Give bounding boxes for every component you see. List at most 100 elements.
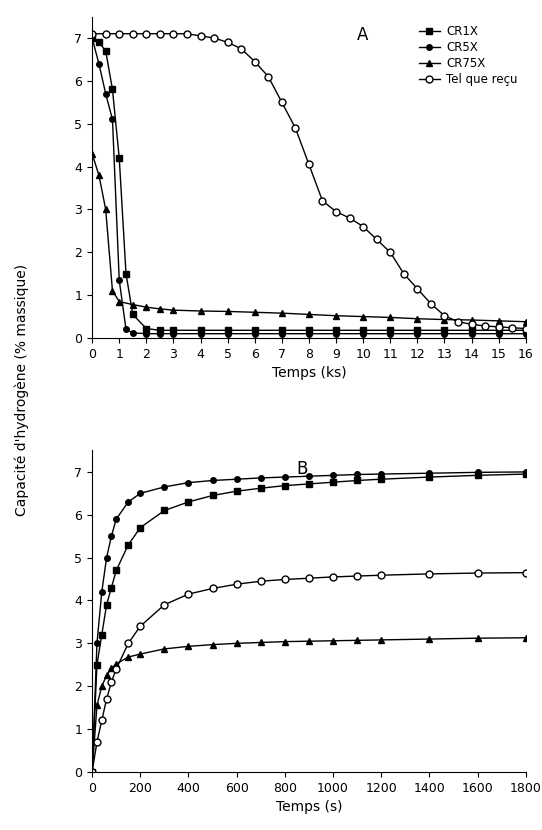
Tel que reçu [373,234,380,244]
CR1X [170,325,177,335]
CR1X [306,479,312,489]
CR5X [330,471,336,481]
CR1X [130,310,136,320]
Tel que reçu [108,677,115,687]
Tel que reçu [197,31,204,41]
CR1X [122,269,129,279]
CR75X [102,204,109,214]
Tel que reçu [89,29,95,39]
CR1X [99,630,105,640]
CR75X [360,311,366,321]
Tel que reçu [161,600,167,610]
CR5X [426,468,433,478]
Line: CR5X: CR5X [89,35,528,336]
CR75X [170,305,177,315]
CR5X [113,514,119,524]
CR1X [143,324,150,334]
CR75X [108,663,115,673]
CR5X [378,469,384,479]
CR5X [161,482,167,492]
CR75X [137,649,144,659]
CR75X [441,315,448,325]
CR1X [89,767,95,777]
CR75X [378,635,384,645]
CR75X [104,671,110,681]
CR5X [209,476,216,486]
CR5X [279,329,285,339]
CR5X [122,325,129,334]
Tel que reçu [185,589,192,599]
CR75X [99,681,105,691]
Tel que reçu [482,321,488,331]
CR5X [95,59,102,69]
CR75X [257,637,264,647]
Tel que reçu [125,638,132,648]
CR5X [197,329,204,339]
CR5X [474,467,481,477]
Tel que reçu [495,322,502,332]
Tel que reçu [455,317,461,327]
CR1X [282,481,288,491]
CR1X [306,325,312,335]
CR1X [378,474,384,484]
CR1X [109,85,116,95]
CR5X [116,276,122,286]
CR75X [251,307,258,317]
CR1X [495,325,502,335]
Tel que reçu [522,324,529,334]
Tel que reçu [251,56,258,66]
CR75X [279,308,285,318]
CR75X [209,640,216,650]
Tel que reçu [234,579,240,589]
CR1X [102,46,109,56]
CR5X [441,329,448,339]
CR75X [109,286,116,295]
Tel que reçu [428,299,434,309]
CR75X [306,310,312,320]
CR1X [113,565,119,575]
CR75X [354,635,360,645]
CR1X [94,660,100,670]
CR75X [197,306,204,316]
CR75X [468,315,475,325]
Tel que reçu [184,29,190,39]
Tel que reçu [474,568,481,578]
Tel que reçu [238,44,244,54]
CR75X [333,310,339,320]
CR1X [333,325,339,335]
Tel que reçu [292,123,299,133]
CR5X [157,329,163,339]
CR5X [224,329,231,339]
CR5X [522,329,529,339]
CR1X [387,325,393,335]
CR5X [125,497,132,507]
CR1X [330,477,336,487]
CR5X [170,329,177,339]
CR5X [387,329,393,339]
CR1X [185,497,192,507]
CR1X [234,486,240,496]
Tel que reçu [102,29,109,39]
CR1X [522,469,529,479]
CR5X [137,488,144,498]
Tel que reçu [387,247,393,257]
CR75X [224,306,231,316]
Tel que reçu [279,97,285,107]
CR75X [185,642,192,652]
CR5X [89,767,95,777]
CR5X [306,471,312,481]
CR75X [306,637,312,647]
Text: A: A [357,27,368,44]
CR1X [125,540,132,549]
CR1X [279,325,285,335]
Line: Tel que reçu: Tel que reçu [89,30,529,332]
Tel que reçu [509,323,515,333]
CR75X [94,701,100,710]
Tel que reçu [333,207,339,217]
CR5X [468,329,475,339]
CR75X [522,317,529,327]
CR5X [251,329,258,339]
CR1X [209,491,216,500]
CR5X [257,473,264,483]
Tel que reçu [224,37,231,47]
